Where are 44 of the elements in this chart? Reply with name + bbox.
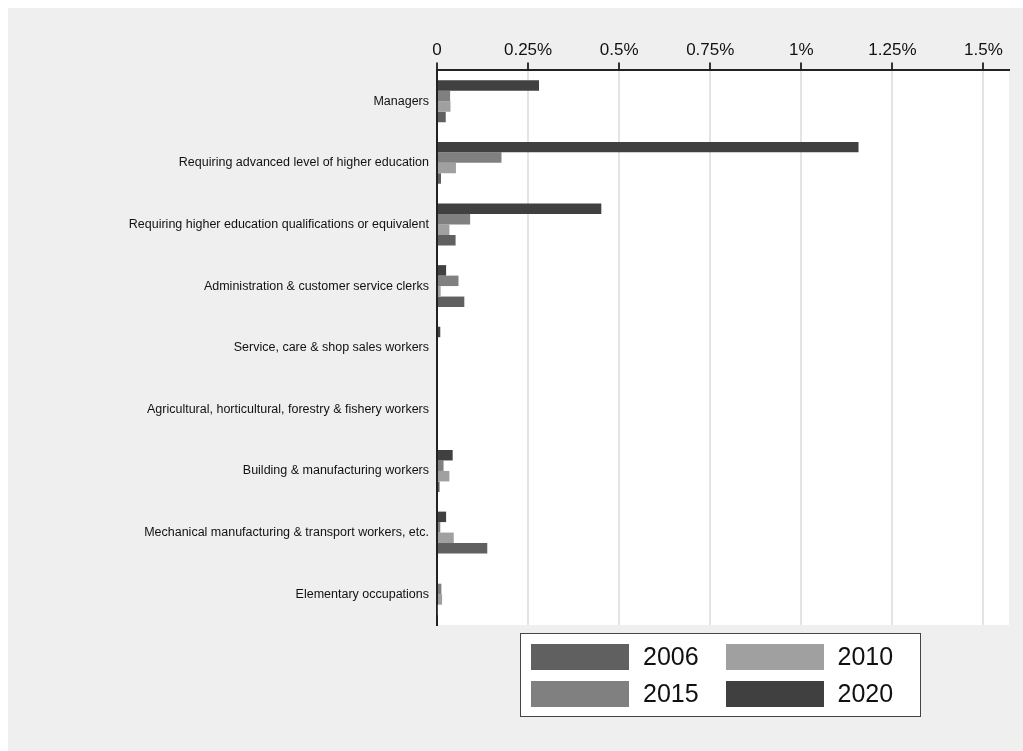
bar [438,203,602,214]
bar [438,234,456,246]
y-tick-label: Requiring higher education qualifications or equivalent [128,216,430,231]
bar [438,275,459,287]
x-tick-label: 0.5% [599,39,639,59]
bar [438,470,450,482]
bar [438,162,456,174]
bar [438,594,443,605]
legend-label: 2006 [643,642,699,671]
legend-label: 2020 [837,679,894,708]
bar [438,141,859,153]
y-tick-label: Service, care & shop sales workers [233,340,429,355]
bar [438,90,451,102]
x-tick-label: 0.75% [686,39,735,59]
bar [438,532,454,544]
y-tick-label: Administration & customer service clerks [203,278,429,293]
y-tick-label: Building & manufacturing workers [242,463,429,478]
bar [438,286,441,297]
bar [438,449,453,461]
bar [438,101,451,112]
legend-label: 2010 [837,642,894,671]
bar [438,213,471,225]
bar [438,460,444,471]
bar [438,80,540,91]
x-tick-label: 1.5% [964,39,1003,59]
y-tick-label: Agricultural, horticultural, forestry & fishery workers [146,401,429,416]
x-tick-label: 1% [789,39,814,59]
bar [438,111,446,123]
y-tick-label: Elementary occupations [295,586,429,601]
bar [438,296,465,308]
y-tick-label: Requiring advanced level of higher education [178,155,430,170]
legend-label: 2015 [643,679,699,708]
bar [438,152,502,163]
bar [438,265,447,276]
bar [438,511,447,523]
x-tick-label: 0.25% [503,39,553,59]
x-tick-label: 0 [432,39,442,59]
bar [438,522,441,533]
bar [438,224,450,235]
x-tick-label: 1.25% [868,39,917,59]
y-tick-label: Mechanical manufacturing & transport workers, etc. [144,525,429,540]
y-tick-label: Managers [373,93,429,108]
bar [438,543,488,554]
bar [438,173,442,184]
